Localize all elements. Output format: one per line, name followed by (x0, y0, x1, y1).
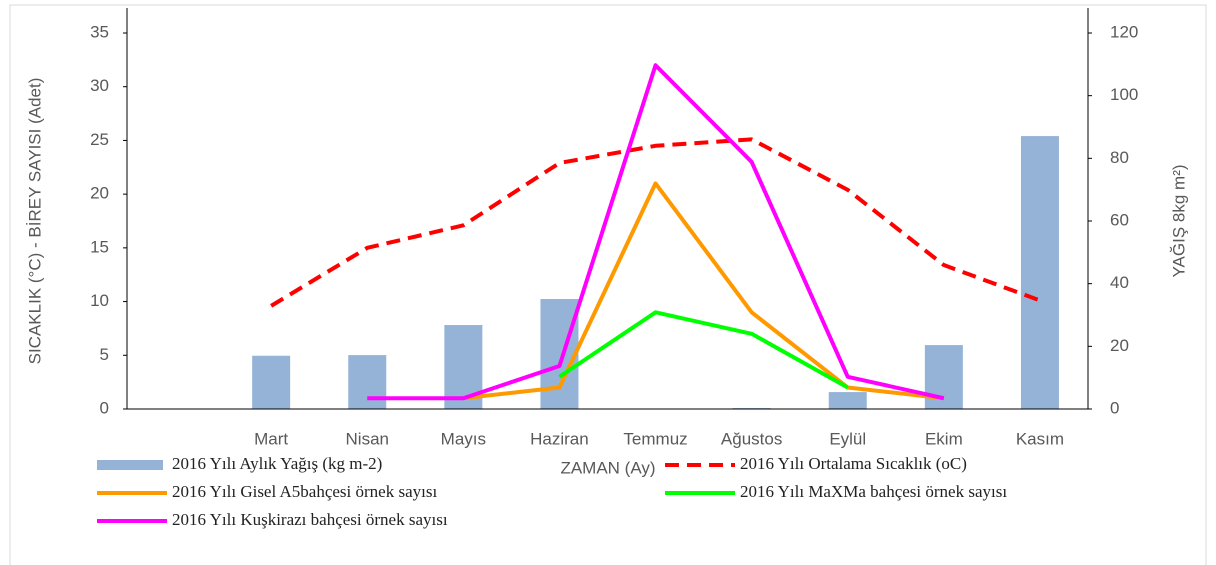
y-tick-label: 30 (90, 76, 109, 95)
x-tick-label: Ağustos (721, 429, 782, 448)
x-tick-label: Haziran (530, 429, 589, 448)
bar (252, 355, 291, 409)
x-tick-label: Kasım (1016, 429, 1064, 448)
y2-axis-title: YAĞIŞ 8kg m²) (1169, 164, 1188, 277)
chart-frame (9, 4, 1207, 565)
line-series (270, 137, 1041, 308)
x-tick-label: Temmuz (623, 429, 687, 448)
line-series (367, 63, 945, 401)
y2-tick-label: 120 (1110, 22, 1138, 41)
x-tick-label: Ekim (925, 429, 963, 448)
x-tick-label: Mayıs (441, 429, 486, 448)
y-axis-title: SICAKLIK (°C) - BİREY SAYISI (Adet) (25, 78, 44, 365)
line-series (558, 310, 849, 390)
y2-tick-label: 20 (1110, 336, 1129, 355)
bar (828, 392, 867, 409)
line-series (463, 181, 945, 401)
y-tick-label: 15 (90, 237, 109, 256)
x-tick-label: Nisan (346, 429, 389, 448)
legend-label: 2016 Yılı Kuşkirazı bahçesi örnek sayısı (172, 510, 448, 529)
x-axis-title: ZAMAN (Ay) (560, 458, 655, 477)
y2-tick-label: 40 (1110, 273, 1129, 292)
x-tick-label: Mart (254, 429, 288, 448)
bar (540, 299, 579, 409)
y2-tick-label: 0 (1110, 398, 1119, 417)
y-tick-label: 35 (90, 22, 109, 41)
y-tick-label: 25 (90, 130, 109, 149)
y-tick-label: 0 (100, 398, 109, 417)
x-tick-label: Eylül (829, 429, 866, 448)
y-tick-label: 10 (90, 291, 109, 310)
legend-label: 2016 Yılı Gisel A5bahçesi örnek sayısı (172, 482, 437, 501)
y2-tick-label: 100 (1110, 85, 1138, 104)
bar (348, 355, 387, 409)
legend-label: 2016 Yılı Ortalama Sıcaklık (oC) (740, 454, 967, 473)
y2-tick-label: 60 (1110, 210, 1129, 229)
y2-tick-label: 80 (1110, 148, 1129, 167)
legend-label: 2016 Yılı Aylık Yağış (kg m-2) (172, 454, 382, 473)
legend-label: 2016 Yılı MaXMa bahçesi örnek sayısı (740, 482, 1007, 501)
legend-swatch (97, 460, 163, 470)
bar (1020, 136, 1059, 409)
bar (924, 345, 963, 409)
y-tick-label: 20 (90, 184, 109, 203)
y-tick-label: 5 (100, 345, 109, 364)
